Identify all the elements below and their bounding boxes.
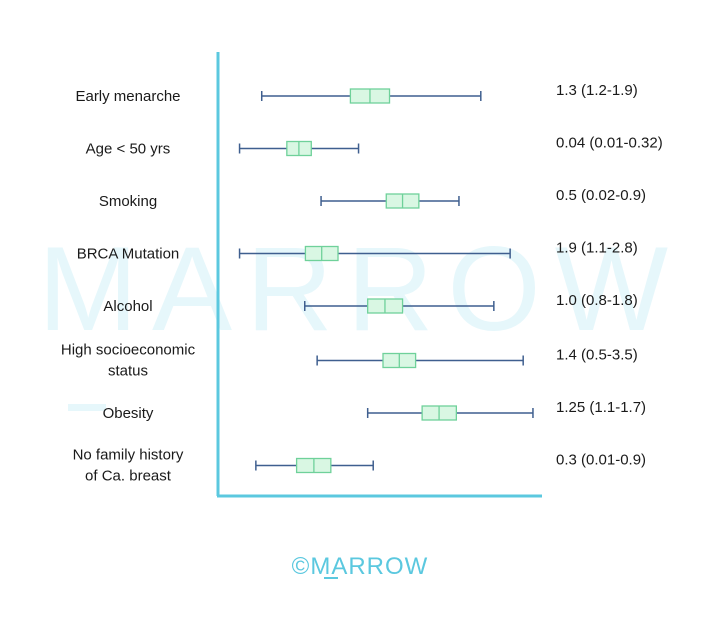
- row-value-label: 1.3 (1.2-1.9): [556, 82, 638, 99]
- watermark-text: MARROW: [38, 222, 682, 356]
- plot-row: Early menarche 1.3 (1.2-1.9): [75, 82, 637, 105]
- brand-underline: [324, 577, 338, 579]
- plot-row: No family history of Ca. breast 0.3 (0.01-…: [73, 447, 646, 485]
- plot-row: High socioeconomic status 1.4 (0.5-3.5): [61, 342, 638, 380]
- plot-row: Smoking 0.5 (0.02-0.9): [99, 187, 646, 210]
- row-label: Age < 50 yrs: [86, 141, 171, 158]
- row-value-label: 1.0 (0.8-1.8): [556, 292, 638, 309]
- row-label: Obesity: [103, 405, 154, 422]
- row-value-label: 1.25 (1.1-1.7): [556, 399, 646, 416]
- plot-row: Age < 50 yrs 0.04 (0.01-0.32): [86, 135, 663, 158]
- row-label: BRCA Mutation: [77, 246, 180, 263]
- row-value-label: 0.5 (0.02-0.9): [556, 187, 646, 204]
- row-label: High socioeconomic status: [61, 342, 196, 380]
- row-label: No family history of Ca. breast: [73, 447, 184, 485]
- row-value-label: 0.3 (0.01-0.9): [556, 452, 646, 469]
- row-label-line: No family history: [73, 447, 184, 464]
- row-label-line: status: [108, 363, 148, 380]
- plot-row: Obesity 1.25 (1.1-1.7): [103, 399, 646, 422]
- row-label: Smoking: [99, 193, 157, 210]
- row-label-line: High socioeconomic: [61, 342, 196, 359]
- row-value-label: 1.4 (0.5-3.5): [556, 347, 638, 364]
- row-label: Early menarche: [75, 88, 180, 105]
- plot-row: Alcohol 1.0 (0.8-1.8): [103, 292, 637, 315]
- watermark-dash: [68, 404, 106, 411]
- brand-logo-text: ©MARROW: [292, 553, 429, 580]
- row-label-line: of Ca. breast: [85, 468, 172, 485]
- row-label: Alcohol: [103, 298, 152, 315]
- rows-layer: Early menarche 1.3 (1.2-1.9) Age < 50 yrs 0…: [61, 82, 663, 485]
- row-value-label: 1.9 (1.1-2.8): [556, 240, 638, 257]
- row-value-label: 0.04 (0.01-0.32): [556, 135, 663, 152]
- plot-row: BRCA Mutation 1.9 (1.1-2.8): [77, 240, 638, 263]
